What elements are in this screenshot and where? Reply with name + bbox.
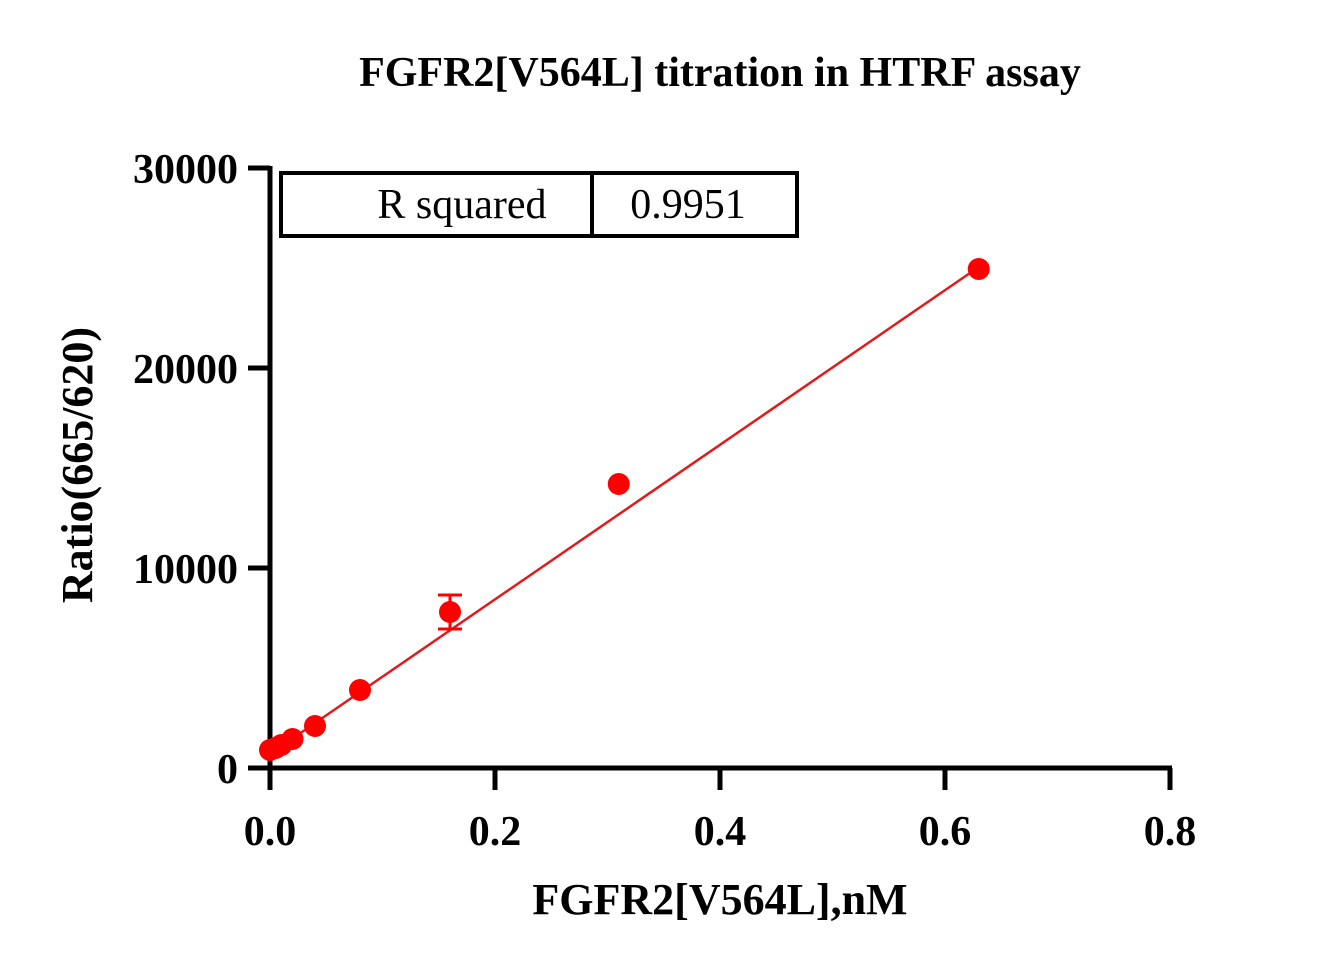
- fit-line-group: [269, 265, 980, 756]
- data-point: [304, 715, 326, 737]
- data-point: [349, 679, 371, 701]
- r-squared-label: R squared: [377, 182, 546, 228]
- x-axis-label: FGFR2[V564L],nM: [532, 875, 907, 924]
- y-axis-label: Ratio(665/620): [53, 327, 102, 603]
- r-squared-value: 0.9951: [630, 182, 746, 228]
- r-squared-table: R squared 0.9951: [279, 171, 799, 238]
- x-tick-label: 0.0: [244, 809, 297, 855]
- data-point: [281, 728, 304, 750]
- x-tick-label: 0.8: [1144, 809, 1197, 855]
- x-tick-label: 0.2: [469, 809, 522, 855]
- y-ticks: 0 10000 20000 30000: [133, 147, 270, 793]
- y-tick-label: 0: [217, 747, 238, 793]
- y-tick-label: 10000: [133, 547, 238, 593]
- x-ticks: 0.0 0.2 0.4 0.6 0.8: [244, 768, 1197, 855]
- data-point: [439, 601, 461, 623]
- chart-title: FGFR2[V564L] titration in HTRF assay: [359, 50, 1081, 96]
- x-tick-label: 0.4: [694, 809, 747, 855]
- fit-line: [269, 265, 980, 756]
- axes: [267, 166, 1172, 771]
- y-tick-label: 30000: [133, 147, 238, 193]
- r-squared-table-border: [279, 171, 799, 238]
- x-tick-label: 0.6: [919, 809, 972, 855]
- data-point: [967, 258, 990, 280]
- data-point: [607, 473, 630, 495]
- data-points: [259, 258, 990, 761]
- y-tick-label: 20000: [133, 347, 238, 393]
